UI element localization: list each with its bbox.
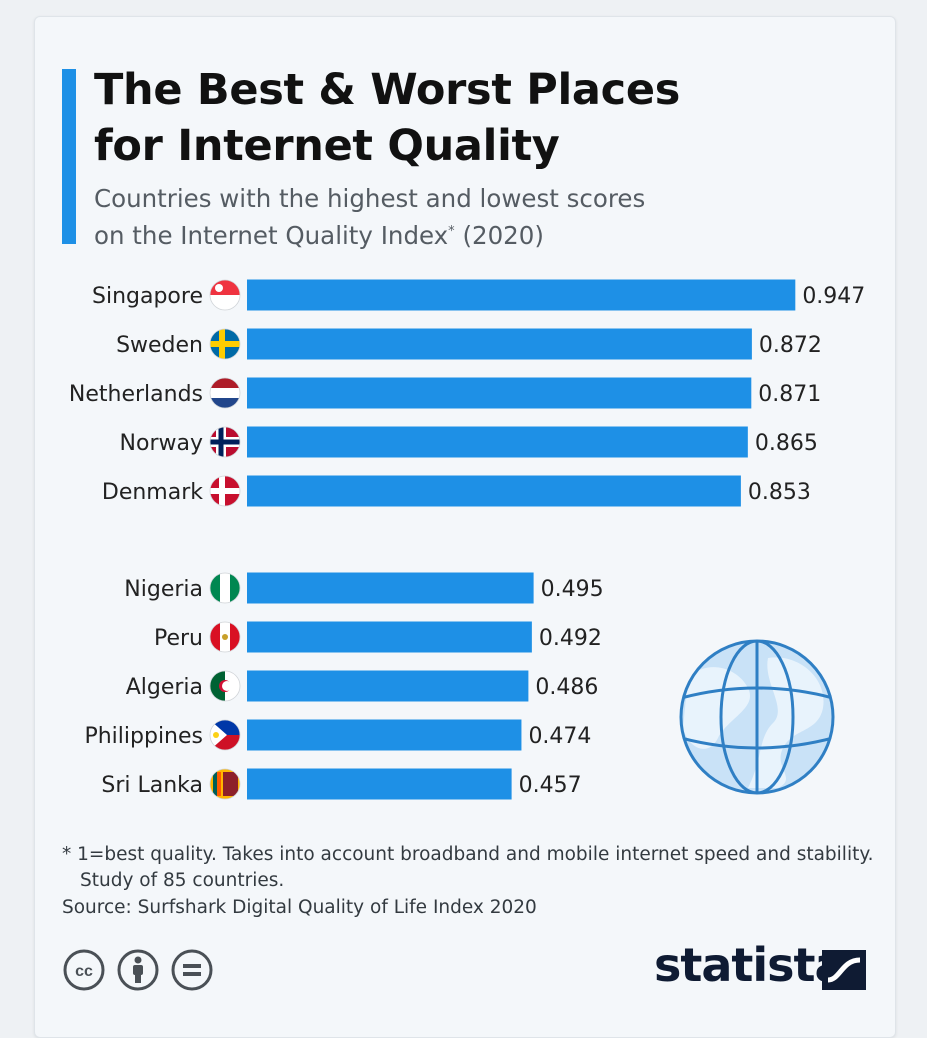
source-note: Source: Surfshark Digital Quality of Lif… [62, 897, 537, 918]
bar-netherlands [247, 377, 752, 409]
license-icons: cc [62, 948, 214, 992]
value-label: 0.947 [802, 284, 865, 309]
subtitle-year: (2020) [454, 221, 544, 251]
country-label: Sri Lanka [101, 773, 203, 798]
creative-commons-icon[interactable]: cc [62, 948, 106, 992]
bar-denmark [247, 475, 741, 507]
bar-algeria [247, 670, 529, 702]
peru-flag-icon [209, 621, 241, 653]
svg-text:cc: cc [75, 963, 93, 980]
subtitle-line-1: Countries with the highest and lowest sc… [94, 184, 646, 213]
title-line-1: The Best & Worst Places [94, 65, 680, 115]
norway-flag-icon [209, 426, 241, 458]
infographic-card [34, 16, 896, 1038]
value-label: 0.872 [759, 333, 822, 358]
country-label: Nigeria [124, 577, 203, 602]
country-label: Netherlands [69, 382, 203, 407]
bar-peru [247, 621, 532, 653]
value-label: 0.495 [541, 577, 604, 602]
chart-title: The Best & Worst Places for Internet Qua… [94, 62, 680, 174]
chart-subtitle: Countries with the highest and lowest sc… [94, 182, 645, 252]
sri-lanka-flag-icon [209, 768, 241, 800]
country-label: Algeria [126, 675, 203, 700]
statista-logo-icon [822, 950, 866, 990]
footnote: * 1=best quality. Takes into account bro… [62, 844, 874, 891]
bar-norway [247, 426, 748, 458]
bar-sweden [247, 328, 752, 360]
bar-philippines [247, 719, 522, 751]
value-label: 0.474 [528, 724, 591, 749]
bar-chart: Singapore 0.947 Sweden 0.872 Netherlands 0.87… [69, 279, 865, 800]
singapore-flag-icon [209, 279, 241, 311]
subtitle-asterisk: * [448, 224, 455, 239]
bar-sri-lanka [247, 768, 512, 800]
country-label: Singapore [92, 284, 203, 309]
sweden-flag-icon [209, 328, 241, 360]
value-label: 0.853 [748, 480, 811, 505]
bar-nigeria [247, 572, 534, 604]
value-label: 0.871 [758, 382, 821, 407]
country-label: Denmark [102, 480, 203, 505]
title-line-2: for Internet Quality [94, 121, 560, 171]
value-label: 0.492 [539, 626, 602, 651]
country-label: Sweden [116, 333, 203, 358]
bar-singapore [247, 279, 796, 311]
title-accent-bar [62, 69, 76, 244]
country-label: Peru [154, 626, 203, 651]
value-label: 0.486 [535, 675, 598, 700]
nigeria-flag-icon [209, 572, 241, 604]
attribution-icon[interactable] [116, 948, 160, 992]
netherlands-flag-icon [209, 377, 241, 409]
no-derivatives-icon[interactable] [170, 948, 214, 992]
value-label: 0.457 [519, 773, 582, 798]
country-label: Philippines [84, 724, 203, 749]
globe-icon [679, 639, 835, 795]
statista-brand[interactable]: statista [654, 938, 846, 992]
philippines-flag-icon [209, 719, 241, 751]
country-label: Norway [120, 431, 203, 456]
algeria-flag-icon [209, 670, 241, 702]
denmark-flag-icon [209, 475, 241, 507]
subtitle-line-2: on the Internet Quality Index [94, 221, 449, 251]
value-label: 0.865 [755, 431, 818, 456]
